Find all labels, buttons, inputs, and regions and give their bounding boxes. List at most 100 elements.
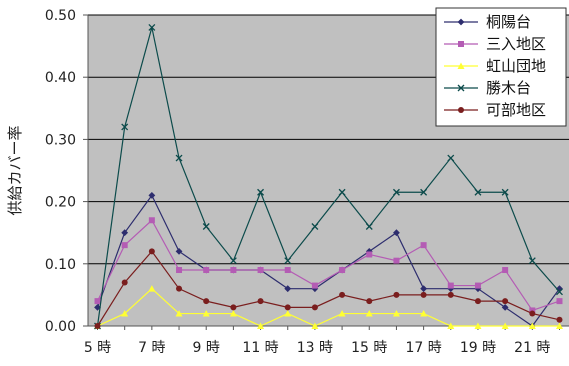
data-point (501, 303, 509, 311)
data-point (176, 285, 183, 292)
data-point (338, 188, 346, 196)
legend-label: 虹山団地 (486, 57, 546, 75)
data-point (447, 154, 455, 162)
data-point (392, 310, 400, 317)
legend-marker (458, 41, 464, 47)
tick-labels: 0.00 0.10 0.20 0.30 0.40 0.50 5 時 7 時 9 時 11 時 13 … (45, 8, 551, 356)
series-line (96, 194, 560, 327)
data-point (420, 242, 427, 249)
data-point (366, 298, 373, 305)
y-tick-label: 0.30 (45, 132, 76, 148)
data-point (529, 307, 536, 314)
x-tick-label: 13 時 (297, 340, 333, 356)
data-point (176, 267, 183, 274)
data-point (556, 288, 563, 296)
data-point (202, 223, 210, 230)
x-tick-label: 19 時 (460, 340, 496, 356)
y-tick-label: 0.40 (45, 70, 76, 86)
gridlines (88, 14, 569, 265)
data-point (393, 229, 400, 237)
data-point (420, 285, 428, 293)
y-tick-label: 0.00 (45, 319, 76, 335)
data-point (229, 310, 237, 317)
data-point (284, 257, 292, 265)
legend-marker (457, 62, 465, 69)
series-2 (94, 217, 563, 314)
data-point (311, 322, 319, 329)
data-point (148, 191, 156, 199)
data-point (393, 291, 400, 298)
legend-label: 可部地区 (486, 101, 546, 119)
data-point (203, 298, 210, 305)
data-point (420, 291, 427, 298)
data-point (148, 23, 156, 31)
data-point (121, 229, 129, 237)
data-point (148, 248, 155, 255)
data-point (502, 267, 509, 274)
data-point (339, 291, 346, 298)
data-point (311, 304, 318, 311)
legend-item: 勝木台 (444, 79, 531, 97)
legend-label: 三入地区 (486, 35, 546, 53)
data-point (121, 279, 128, 286)
data-point (257, 267, 264, 274)
data-point (148, 285, 156, 292)
data-point (474, 188, 482, 196)
data-point (257, 188, 265, 196)
data-point (203, 267, 210, 274)
legend-marker (458, 107, 464, 113)
data-point (284, 304, 291, 311)
data-point (339, 267, 346, 274)
legend-box (435, 7, 567, 127)
x-tick-label: 21 時 (514, 340, 550, 356)
x-tick-label: 11 時 (242, 340, 278, 356)
data-point (365, 310, 373, 317)
x-tick-label: 9 時 (193, 340, 220, 356)
data-point (121, 242, 128, 249)
y-tick-label: 0.20 (45, 195, 76, 211)
data-point (230, 267, 237, 274)
data-point (556, 298, 563, 305)
data-point (447, 322, 455, 329)
data-point (528, 257, 536, 265)
data-point (284, 310, 292, 317)
data-point (501, 322, 509, 329)
y-axis-label: 供給カバー率 (6, 125, 24, 215)
data-point (175, 247, 183, 255)
data-point (121, 123, 129, 131)
data-point (420, 310, 428, 317)
data-point (338, 310, 346, 317)
series-group (94, 23, 563, 330)
legend-label: 勝木台 (486, 79, 531, 97)
legend-item: 三入地区 (444, 35, 546, 53)
series-5 (94, 248, 563, 329)
data-point (528, 322, 536, 329)
legend-item: 虹山団地 (444, 57, 546, 75)
data-point (202, 310, 210, 317)
series-line (96, 219, 560, 312)
data-point (257, 322, 265, 329)
x-tick-label: 15 時 (351, 340, 387, 356)
data-point (365, 223, 373, 230)
data-point (392, 188, 400, 196)
data-point (474, 298, 481, 305)
y-tick-label: 0.10 (45, 257, 76, 273)
data-point (311, 223, 319, 230)
series-line (96, 27, 560, 327)
data-point (556, 316, 563, 323)
y-tick-label: 0.50 (45, 8, 76, 24)
legend-item: 桐陽台 (444, 13, 531, 31)
legend-label: 桐陽台 (486, 13, 531, 31)
data-point (474, 282, 481, 289)
series-line (97, 250, 560, 327)
data-point (175, 154, 183, 162)
data-point (230, 304, 237, 311)
data-point (366, 251, 373, 258)
legend-item: 可部地区 (444, 101, 546, 119)
data-point (501, 188, 509, 196)
series-line (97, 287, 560, 327)
legend-marker (457, 18, 465, 26)
data-point (284, 285, 292, 293)
